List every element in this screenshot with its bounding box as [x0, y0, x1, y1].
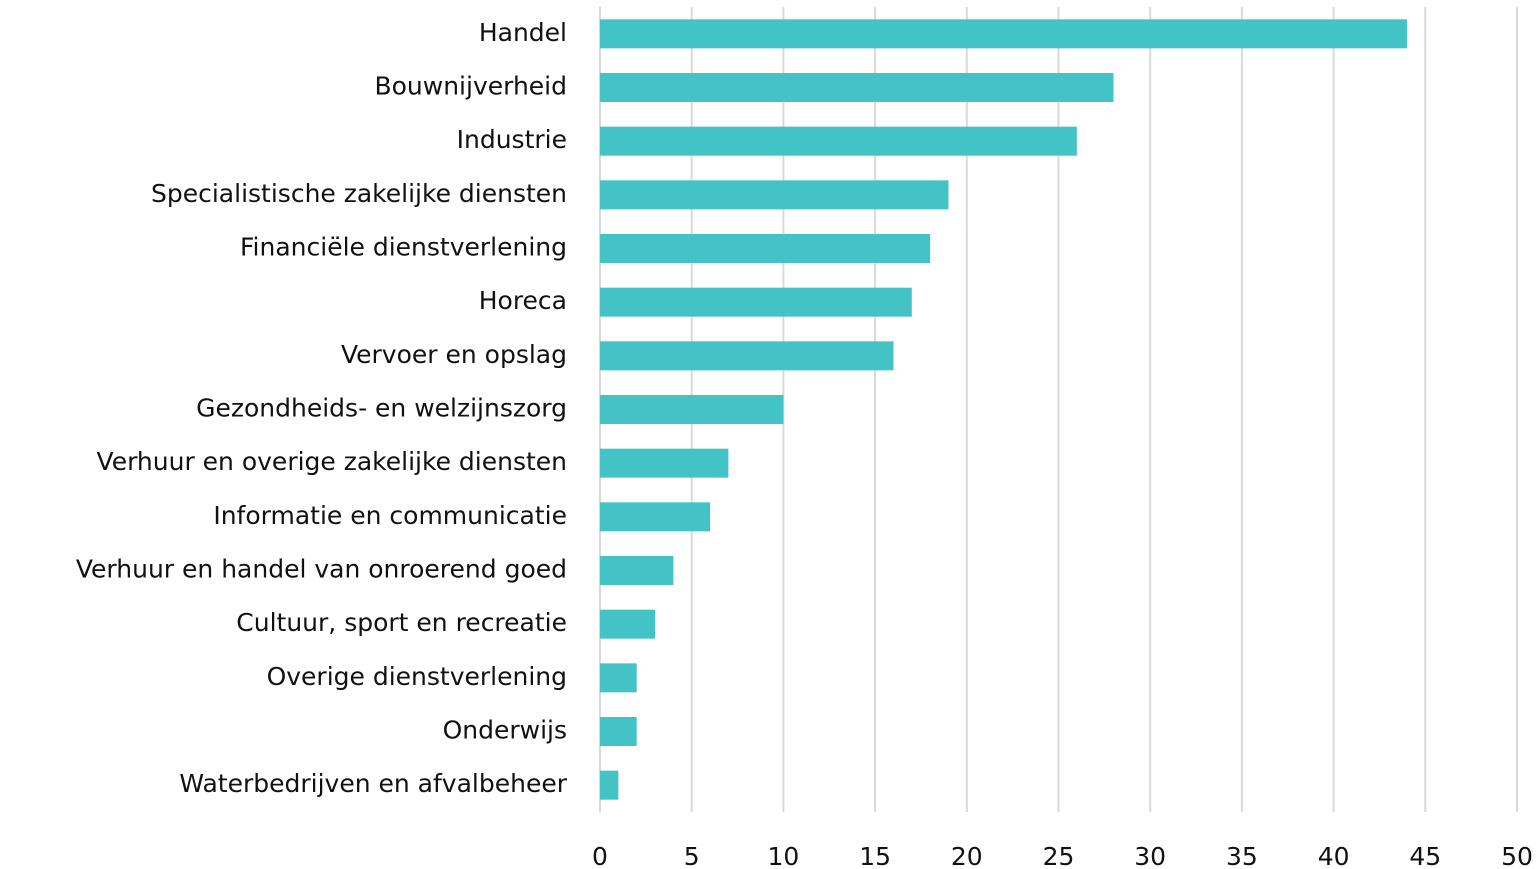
y-tick-label: Verhuur en overige zakelijke diensten: [97, 447, 567, 476]
y-tick-label: Bouwnijverheid: [374, 72, 567, 101]
x-tick-label: 0: [592, 842, 608, 869]
bar: [600, 73, 1114, 102]
bar: [600, 556, 674, 585]
bar: [600, 234, 931, 263]
bar: [600, 19, 1407, 49]
bar: [600, 287, 912, 317]
x-tick-label: 30: [1134, 842, 1166, 869]
y-tick-label: Horeca: [479, 286, 567, 315]
bar: [600, 717, 637, 746]
x-tick-label: 40: [1318, 842, 1350, 869]
bar: [600, 448, 729, 478]
y-tick-label: Gezondheids- en welzijnszorg: [196, 394, 567, 423]
y-tick-label: Cultuur, sport en recreatie: [236, 608, 567, 637]
y-tick-label: Informatie en communicatie: [213, 501, 567, 530]
bar: [600, 341, 894, 371]
x-tick-label: 10: [767, 842, 799, 869]
x-tick-label: 15: [859, 842, 891, 869]
bar: [600, 395, 784, 424]
bar: [600, 770, 619, 800]
x-tick-label: 35: [1226, 842, 1258, 869]
bar: [600, 180, 949, 210]
y-tick-label: Waterbedrijven en afvalbeheer: [179, 769, 567, 798]
y-tick-label: Specialistische zakelijke diensten: [151, 179, 567, 208]
y-tick-label: Overige dienstverlening: [267, 662, 567, 691]
bar: [600, 126, 1077, 156]
bar: [600, 502, 711, 532]
y-tick-label: Onderwijs: [443, 716, 567, 745]
y-tick-label: Vervoer en opslag: [341, 340, 567, 369]
x-tick-label: 45: [1409, 842, 1441, 869]
y-tick-label: Handel: [479, 18, 567, 47]
bar: [600, 609, 656, 639]
y-tick-label: Industrie: [457, 125, 567, 154]
x-tick-label: 50: [1501, 842, 1533, 869]
x-tick-label: 25: [1043, 842, 1075, 869]
bar: [600, 663, 637, 693]
y-tick-label: Verhuur en handel van onroerend goed: [76, 555, 567, 584]
x-tick-label: 5: [684, 842, 700, 869]
y-tick-label: Financiële dienstverlening: [240, 233, 567, 262]
x-tick-label: 20: [951, 842, 983, 869]
